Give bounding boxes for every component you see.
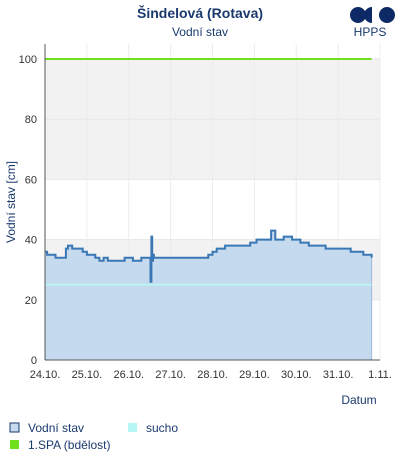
y-axis-label: Vodní stav [cm] xyxy=(4,161,18,243)
x-tick-label-3: 27.10. xyxy=(155,369,186,381)
chart-title: Šindelová (Rotava) xyxy=(137,4,263,21)
legend-swatch-spa xyxy=(10,440,19,449)
x-tick-label-5: 29.10. xyxy=(239,369,270,381)
x-tick-label-4: 28.10. xyxy=(197,369,228,381)
x-tick-labels: 24.10. 25.10. 26.10. 27.10. 28.10. 29.10. 30.1… xyxy=(30,369,392,381)
hpps-logo: HPPS xyxy=(350,7,395,39)
y-tick-label-20: 20 xyxy=(25,295,37,307)
series-layer xyxy=(45,58,373,360)
legend-item-sucho[interactable]: sucho xyxy=(128,421,178,435)
logo-text: HPPS xyxy=(354,25,387,39)
y-tick-label-60: 60 xyxy=(25,174,37,186)
x-axis-label: Datum xyxy=(341,393,376,407)
legend: Vodní stav sucho 1.SPA (bdělost) xyxy=(9,421,178,452)
legend-swatch-vodni-stav xyxy=(9,422,20,433)
legend-item-vodni-stav[interactable]: Vodní stav xyxy=(9,421,84,435)
series-area-vodni-stav xyxy=(45,230,372,360)
y-tick-label-80: 80 xyxy=(25,114,37,126)
x-tick-label-8: 1.11. xyxy=(368,369,392,381)
axes xyxy=(44,44,380,361)
x-tick-label-6: 30.10. xyxy=(281,369,312,381)
legend-label-spa: 1.SPA (bdělost) xyxy=(28,438,111,452)
legend-swatch-sucho xyxy=(128,423,137,432)
x-tick-label-2: 26.10. xyxy=(113,369,144,381)
chart-subtitle: Vodní stav xyxy=(172,25,228,39)
y-tick-label-100: 100 xyxy=(19,54,37,66)
legend-label-sucho: sucho xyxy=(146,421,178,435)
y-tick-labels: 0 20 40 60 80 100 xyxy=(19,54,37,367)
legend-label-vodni-stav: Vodní stav xyxy=(28,421,84,435)
series-line-vodni-stav xyxy=(45,229,373,283)
x-tick-label-0: 24.10. xyxy=(30,369,61,381)
y-tick-label-40: 40 xyxy=(25,235,37,247)
y-tick-label-0: 0 xyxy=(31,355,37,367)
x-tick-label-1: 25.10. xyxy=(72,369,103,381)
x-tick-label-7: 31.10. xyxy=(323,369,354,381)
legend-item-spa[interactable]: 1.SPA (bdělost) xyxy=(10,438,111,452)
